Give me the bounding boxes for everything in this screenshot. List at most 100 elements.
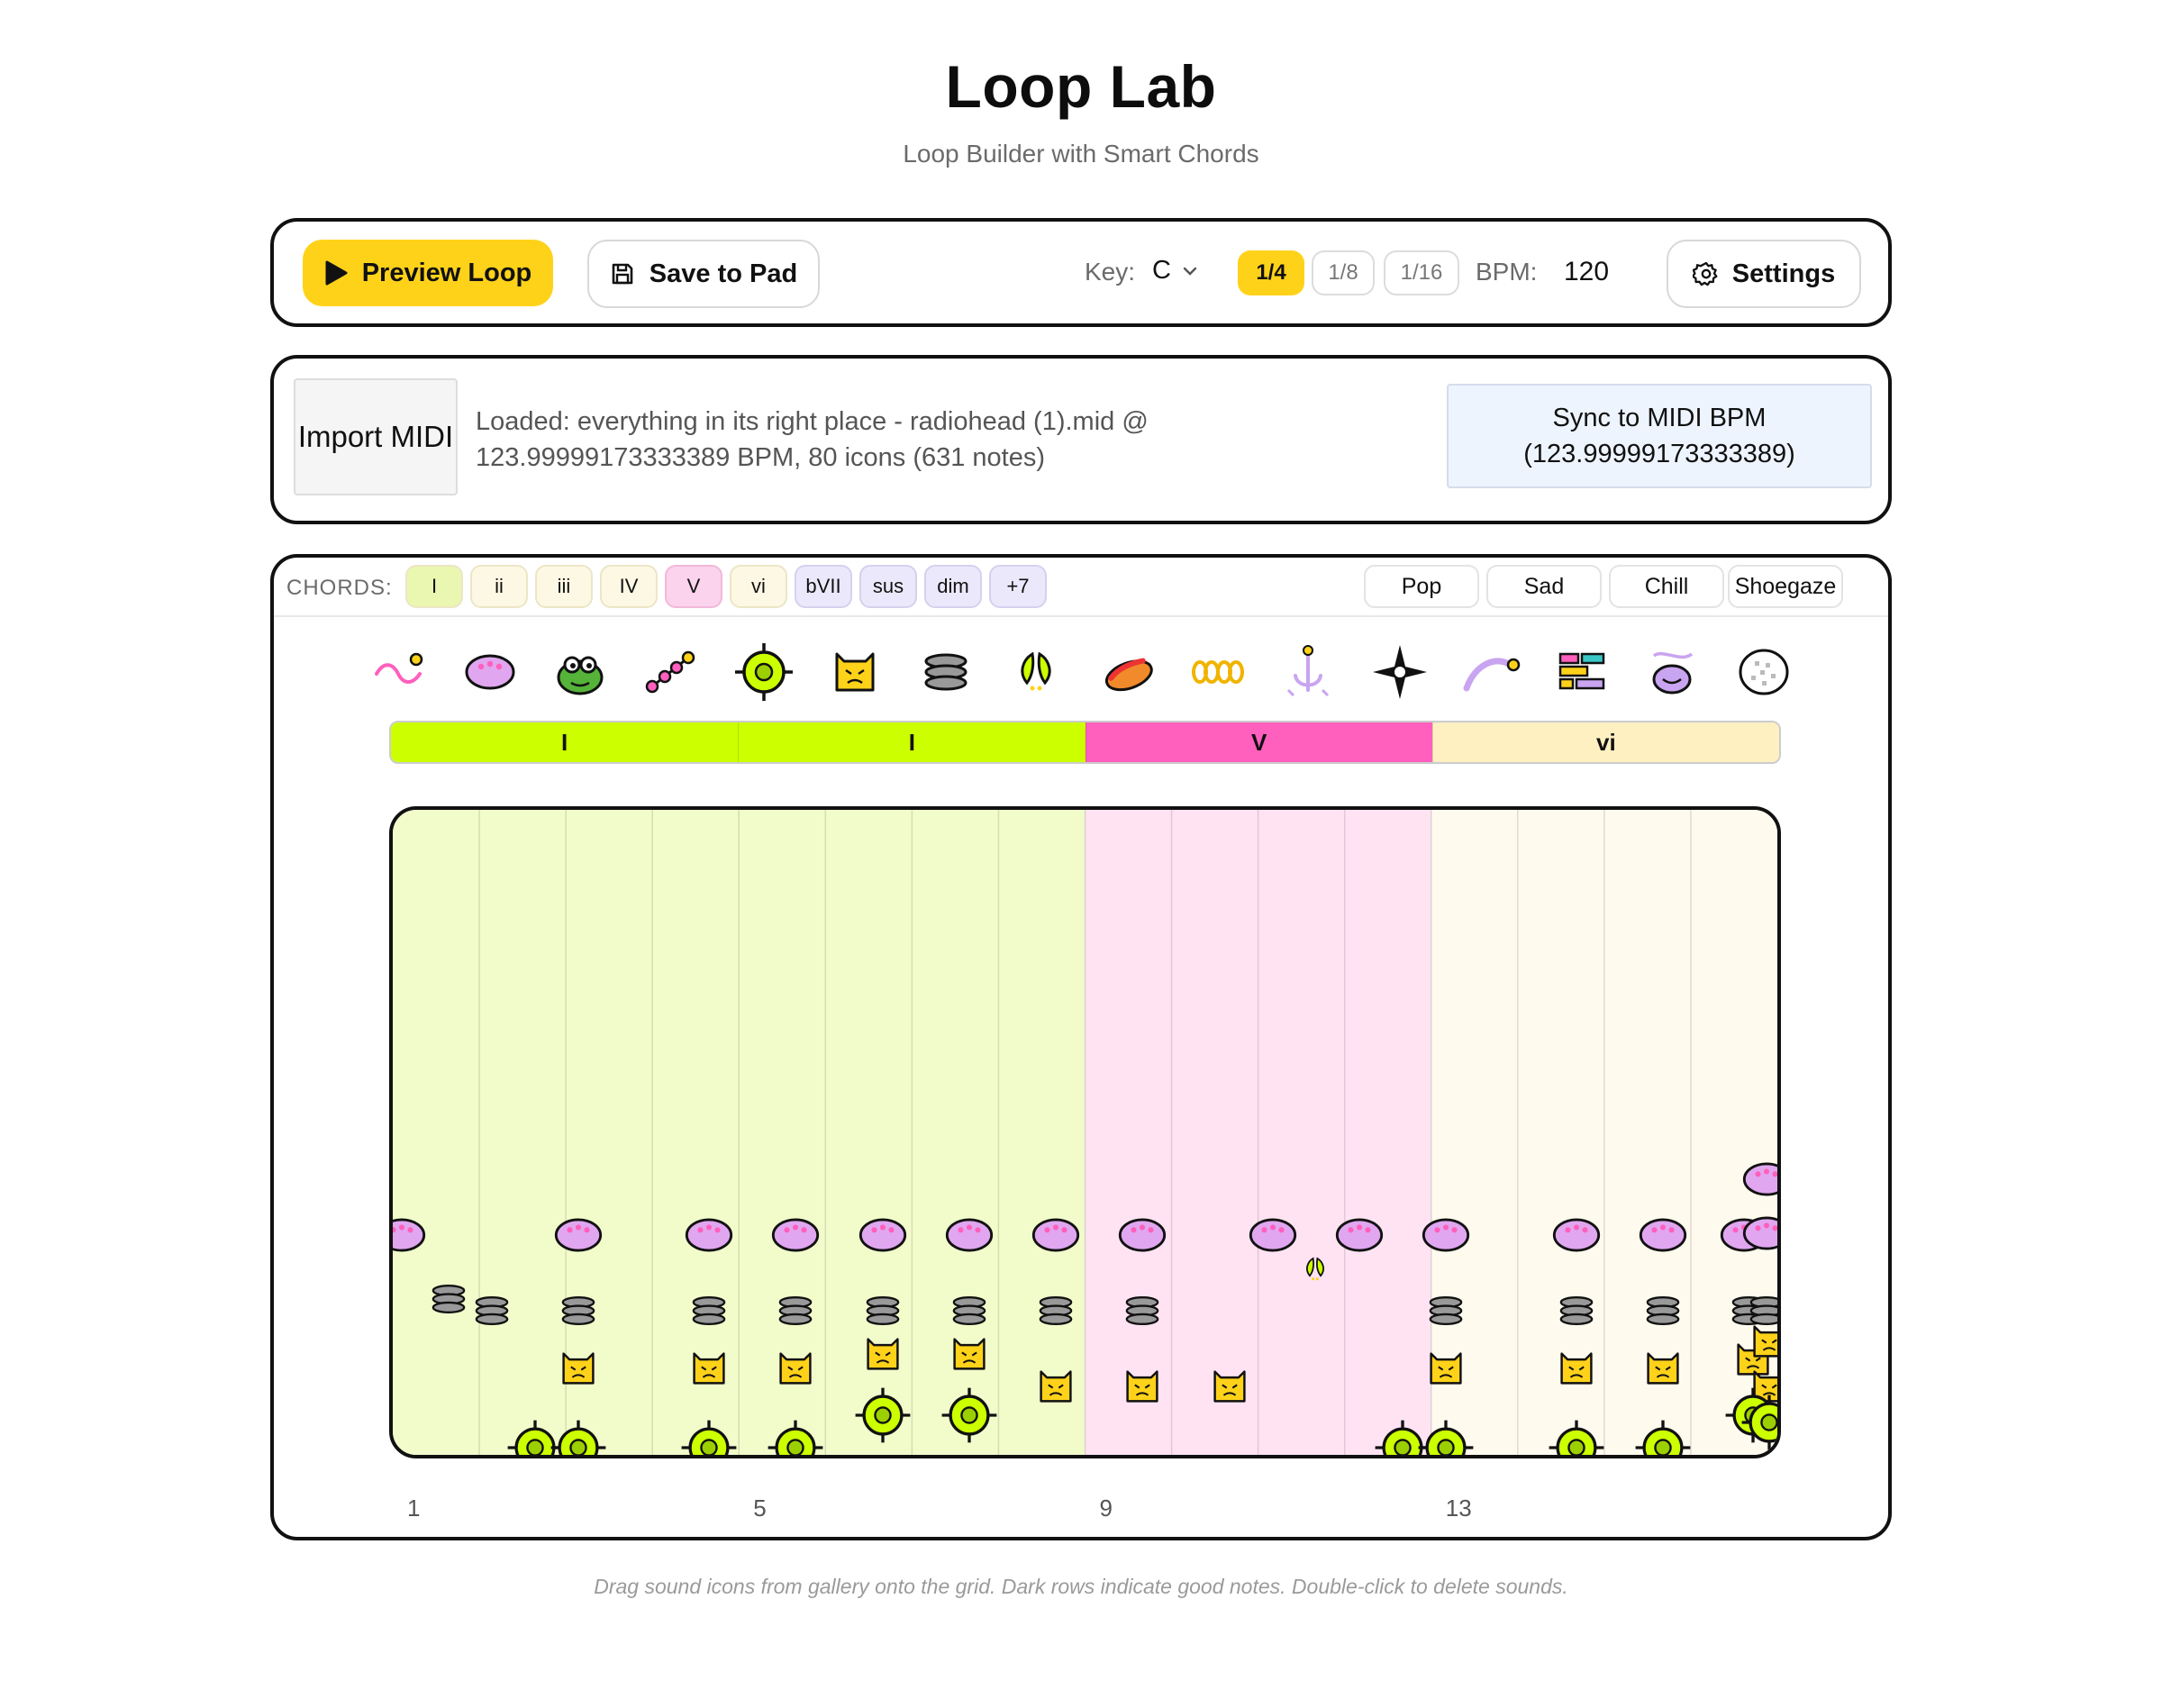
placed-blob-sound[interactable] <box>393 1218 426 1252</box>
bpm-input[interactable]: 120 <box>1564 257 1610 286</box>
placed-blob-sound[interactable] <box>554 1218 603 1252</box>
placed-cat-sound[interactable] <box>867 1338 899 1370</box>
placed-blob-sound[interactable] <box>1118 1218 1167 1252</box>
chord-chip-vi[interactable]: vi <box>730 565 787 608</box>
placed-discs-sound[interactable] <box>1125 1296 1159 1325</box>
placed-blob-sound[interactable] <box>1639 1218 1687 1252</box>
grid-column[interactable] <box>479 810 567 1455</box>
placed-discs-sound[interactable] <box>431 1285 466 1313</box>
placed-discs-sound[interactable] <box>475 1296 509 1325</box>
placed-discs-sound[interactable] <box>692 1296 726 1325</box>
preset-sad-button[interactable]: Sad <box>1486 565 1602 608</box>
placed-crosshair-sound[interactable] <box>855 1387 911 1443</box>
placed-cat-sound[interactable] <box>1430 1352 1462 1385</box>
gold-rings-sound-icon[interactable] <box>1186 640 1249 704</box>
grid-column[interactable] <box>1517 810 1605 1455</box>
chord-segment-3[interactable]: V <box>1085 722 1432 762</box>
placed-discs-sound[interactable] <box>1429 1296 1463 1325</box>
placed-cat-sound[interactable] <box>1040 1370 1072 1403</box>
division-sixteenth-button[interactable]: 1/16 <box>1384 250 1459 295</box>
grid-column[interactable] <box>1171 810 1259 1455</box>
grid-column[interactable] <box>1431 810 1519 1455</box>
preset-shoegaze-button[interactable]: Shoegaze <box>1728 565 1843 608</box>
chord-chip-v[interactable]: V <box>665 565 722 608</box>
placed-crosshair-sound[interactable] <box>768 1420 823 1455</box>
hotdog-sound-icon[interactable] <box>1096 640 1159 704</box>
placed-cat-sound[interactable] <box>1213 1370 1246 1403</box>
placed-discs-sound[interactable] <box>1559 1296 1594 1325</box>
placed-crosshair-sound[interactable] <box>550 1420 606 1455</box>
preset-chill-button[interactable]: Chill <box>1609 565 1724 608</box>
dotted-egg-sound-icon[interactable] <box>1732 640 1795 704</box>
crosshair-orb-sound-icon[interactable] <box>732 640 795 704</box>
chord-segment-1[interactable]: I <box>391 722 739 762</box>
placed-discs-sound[interactable] <box>952 1296 986 1325</box>
grid-column[interactable] <box>1085 810 1173 1455</box>
frog-sound-icon[interactable] <box>549 640 612 704</box>
preset-pop-button[interactable]: Pop <box>1364 565 1479 608</box>
placed-discs-sound[interactable] <box>778 1296 813 1325</box>
brick-blocks-sound-icon[interactable] <box>1550 640 1613 704</box>
yellow-cat-sound-icon[interactable] <box>823 640 886 704</box>
placed-blob-sound[interactable] <box>945 1218 994 1252</box>
chord-chip-iv[interactable]: IV <box>600 565 658 608</box>
note-grid-canvas[interactable] <box>393 810 1777 1455</box>
grid-column[interactable] <box>998 810 1086 1455</box>
grid-column[interactable] <box>393 810 480 1455</box>
placed-discs-sound[interactable] <box>866 1296 900 1325</box>
leaf-pair-sound-icon[interactable] <box>1004 640 1067 704</box>
division-eighth-button[interactable]: 1/8 <box>1312 250 1375 295</box>
chord-segment-4[interactable]: vi <box>1431 722 1779 762</box>
placed-crosshair-sound[interactable] <box>1375 1420 1431 1455</box>
placed-blob-sound[interactable] <box>771 1218 820 1252</box>
placed-blob-sound[interactable] <box>1335 1218 1384 1252</box>
sync-midi-bpm-button[interactable]: Sync to MIDI BPM (123.99999173333389) <box>1447 384 1872 488</box>
key-select[interactable]: C <box>1152 256 1198 286</box>
placed-cat-sound[interactable] <box>779 1352 812 1385</box>
placed-blob-sound[interactable] <box>685 1218 733 1252</box>
chord-chip-ii[interactable]: ii <box>470 565 528 608</box>
placed-cat-sound[interactable] <box>1126 1370 1158 1403</box>
placed-crosshair-sound[interactable] <box>1418 1420 1474 1455</box>
grid-column[interactable] <box>652 810 740 1455</box>
placed-discs-sound[interactable] <box>1646 1296 1680 1325</box>
squiggle-sound-icon[interactable] <box>368 640 431 704</box>
preview-loop-button[interactable]: Preview Loop <box>303 240 553 306</box>
chord-chip-dim[interactable]: dim <box>924 565 982 608</box>
chord-chip-bvii[interactable]: bVII <box>795 565 852 608</box>
placed-discs-sound[interactable] <box>1749 1296 1777 1325</box>
placed-crosshair-sound[interactable] <box>941 1387 997 1443</box>
sparkle-star-sound-icon[interactable] <box>1368 640 1431 704</box>
placed-blob-sound[interactable] <box>1422 1218 1470 1252</box>
bead-chain-sound-icon[interactable] <box>640 640 704 704</box>
placed-cat-sound[interactable] <box>693 1352 725 1385</box>
placed-blob-sound[interactable] <box>1552 1218 1601 1252</box>
placed-blob-sound[interactable] <box>858 1218 907 1252</box>
settings-button[interactable]: Settings <box>1667 240 1861 308</box>
chord-chip-sus[interactable]: sus <box>859 565 917 608</box>
placed-crosshair-sound[interactable] <box>1741 1395 1777 1450</box>
placed-cat-sound[interactable] <box>1647 1352 1679 1385</box>
placed-crosshair-sound[interactable] <box>1635 1420 1691 1455</box>
grid-column[interactable] <box>1344 810 1432 1455</box>
division-quarter-button[interactable]: 1/4 <box>1238 250 1304 295</box>
chord-chip-plus7[interactable]: +7 <box>989 565 1047 608</box>
placed-crosshair-sound[interactable] <box>681 1420 737 1455</box>
chord-chip-i[interactable]: I <box>405 565 463 608</box>
placed-blob-sound[interactable] <box>1031 1218 1080 1252</box>
note-grid[interactable] <box>389 806 1781 1458</box>
pink-blob-sound-icon[interactable] <box>459 640 522 704</box>
comet-arc-sound-icon[interactable] <box>1458 640 1522 704</box>
disc-stack-sound-icon[interactable] <box>914 640 977 704</box>
placed-blob-sound[interactable] <box>1742 1216 1777 1250</box>
placed-cat-sound[interactable] <box>562 1352 595 1385</box>
placed-discs-sound[interactable] <box>561 1296 595 1325</box>
placed-blob-sound[interactable] <box>1249 1218 1297 1252</box>
grid-column[interactable] <box>1603 810 1692 1455</box>
chord-chip-iii[interactable]: iii <box>535 565 593 608</box>
import-midi-button[interactable]: Import MIDI <box>294 378 458 495</box>
chord-segment-2[interactable]: I <box>738 722 1086 762</box>
placed-blob-sound[interactable] <box>1742 1162 1777 1196</box>
placed-crosshair-sound[interactable] <box>1549 1420 1604 1455</box>
grid-column[interactable] <box>566 810 653 1455</box>
